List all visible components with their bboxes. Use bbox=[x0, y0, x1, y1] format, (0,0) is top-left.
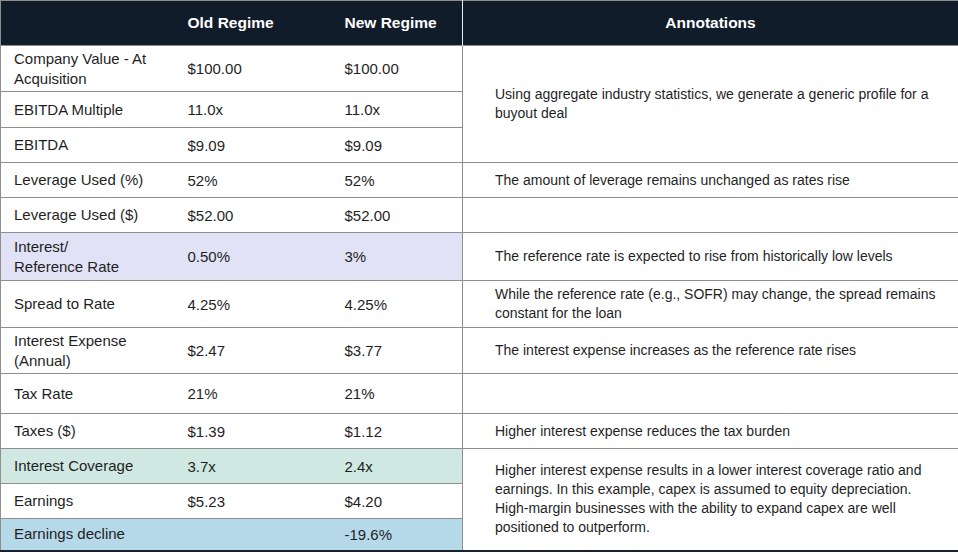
annotation-cell: Higher interest expense results in a low… bbox=[463, 449, 958, 551]
old-regime-value bbox=[161, 519, 311, 551]
old-regime-value: 52% bbox=[161, 163, 311, 198]
metric-label: Leverage Used (%) bbox=[1, 163, 161, 198]
metric-label: Spread to Rate bbox=[1, 281, 161, 328]
metric-label-text: Earnings bbox=[14, 492, 73, 509]
metric-label-text: Tax Rate bbox=[14, 385, 73, 402]
metric-label-text: Spread to Rate bbox=[14, 295, 115, 312]
table-row-leverage-dollars: Leverage Used ($) $52.00 $52.00 bbox=[1, 198, 958, 233]
header-old-regime: Old Regime bbox=[161, 1, 311, 46]
new-regime-value: 3% bbox=[311, 233, 463, 281]
new-regime-value: $3.77 bbox=[311, 328, 463, 374]
old-regime-value: $2.47 bbox=[161, 328, 311, 374]
metric-label-text: Interest/ Reference Rate bbox=[14, 238, 119, 275]
buyout-regime-comparison: Old Regime New Regime Annotations Compan… bbox=[0, 0, 958, 554]
metric-label-text: EBITDA Multiple bbox=[14, 101, 123, 118]
metric-label: Taxes ($) bbox=[1, 414, 161, 449]
metric-label: Earnings decline bbox=[1, 519, 161, 551]
annotation-text: The reference rate is expected to rise f… bbox=[495, 248, 893, 264]
metric-label: Interest Coverage bbox=[1, 449, 161, 484]
old-regime-value: $100.00 bbox=[161, 46, 311, 92]
old-regime-value: $52.00 bbox=[161, 198, 311, 233]
new-regime-value: 2.4x bbox=[311, 449, 463, 484]
new-regime-value: $9.09 bbox=[311, 128, 463, 163]
metric-label: EBITDA Multiple bbox=[1, 92, 161, 128]
metric-label-text: Leverage Used (%) bbox=[14, 171, 143, 188]
new-regime-value: $1.12 bbox=[311, 414, 463, 449]
new-regime-value: $100.00 bbox=[311, 46, 463, 92]
annotation-text: The interest expense increases as the re… bbox=[495, 342, 856, 358]
new-regime-value: 4.25% bbox=[311, 281, 463, 328]
metric-label: Interest Expense (Annual) bbox=[1, 328, 161, 374]
table-row-interest-expense: Interest Expense (Annual) $2.47 $3.77 Th… bbox=[1, 328, 958, 374]
metric-label: Company Value - At Acquisition bbox=[1, 46, 161, 92]
new-regime-value: $52.00 bbox=[311, 198, 463, 233]
annotation-cell: The interest expense increases as the re… bbox=[463, 328, 958, 374]
metric-label: Interest/ Reference Rate bbox=[1, 233, 161, 281]
table-row-spread-to-rate: Spread to Rate 4.25% 4.25% While the ref… bbox=[1, 281, 958, 328]
header-metric bbox=[1, 1, 161, 46]
header-row: Old Regime New Regime Annotations bbox=[1, 1, 958, 46]
new-regime-value: 11.0x bbox=[311, 92, 463, 128]
annotation-cell: The amount of leverage remains unchanged… bbox=[463, 163, 958, 198]
table-row-interest-coverage: Interest Coverage 3.7x 2.4x Higher inter… bbox=[1, 449, 958, 484]
comparison-table: Old Regime New Regime Annotations Compan… bbox=[0, 0, 958, 552]
header-annotations: Annotations bbox=[463, 1, 958, 46]
annotation-text: Higher interest expense reduces the tax … bbox=[495, 423, 790, 439]
metric-label-text: Leverage Used ($) bbox=[14, 206, 138, 223]
new-regime-value: $4.20 bbox=[311, 484, 463, 519]
old-regime-value: 3.7x bbox=[161, 449, 311, 484]
metric-label: Tax Rate bbox=[1, 374, 161, 414]
table-row-leverage-pct: Leverage Used (%) 52% 52% The amount of … bbox=[1, 163, 958, 198]
annotation-text: The amount of leverage remains unchanged… bbox=[495, 172, 850, 188]
old-regime-value: 21% bbox=[161, 374, 311, 414]
new-regime-value: 21% bbox=[311, 374, 463, 414]
annotation-text: Higher interest expense results in a low… bbox=[495, 462, 921, 535]
metric-label-text: Earnings decline bbox=[14, 525, 125, 542]
annotation-cell bbox=[463, 374, 958, 414]
old-regime-value: 11.0x bbox=[161, 92, 311, 128]
table-row-tax-rate: Tax Rate 21% 21% bbox=[1, 374, 958, 414]
metric-label-text: Interest Coverage bbox=[14, 457, 133, 474]
old-regime-value: 4.25% bbox=[161, 281, 311, 328]
old-regime-value: 0.50% bbox=[161, 233, 311, 281]
table-row-taxes: Taxes ($) $1.39 $1.12 Higher interest ex… bbox=[1, 414, 958, 449]
metric-label-text: Taxes ($) bbox=[14, 422, 76, 439]
annotation-cell: The reference rate is expected to rise f… bbox=[463, 233, 958, 281]
table-row-company-value: Company Value - At Acquisition $100.00 $… bbox=[1, 46, 958, 92]
annotation-text: While the reference rate (e.g., SOFR) ma… bbox=[495, 286, 935, 321]
annotation-cell bbox=[463, 198, 958, 233]
metric-label: Leverage Used ($) bbox=[1, 198, 161, 233]
old-regime-value: $9.09 bbox=[161, 128, 311, 163]
old-regime-value: $1.39 bbox=[161, 414, 311, 449]
header-new-regime: New Regime bbox=[311, 1, 463, 46]
metric-label-text: Interest Expense (Annual) bbox=[14, 332, 127, 369]
annotation-text: Using aggregate industry statistics, we … bbox=[495, 86, 928, 121]
new-regime-value: 52% bbox=[311, 163, 463, 198]
metric-label-text: Company Value - At Acquisition bbox=[14, 50, 146, 87]
table-row-reference-rate: Interest/ Reference Rate 0.50% 3% The re… bbox=[1, 233, 958, 281]
metric-label: Earnings bbox=[1, 484, 161, 519]
annotation-cell: Using aggregate industry statistics, we … bbox=[463, 46, 958, 163]
metric-label-text: EBITDA bbox=[14, 136, 68, 153]
annotation-cell: While the reference rate (e.g., SOFR) ma… bbox=[463, 281, 958, 328]
annotation-cell: Higher interest expense reduces the tax … bbox=[463, 414, 958, 449]
old-regime-value: $5.23 bbox=[161, 484, 311, 519]
new-regime-value: -19.6% bbox=[311, 519, 463, 551]
metric-label: EBITDA bbox=[1, 128, 161, 163]
